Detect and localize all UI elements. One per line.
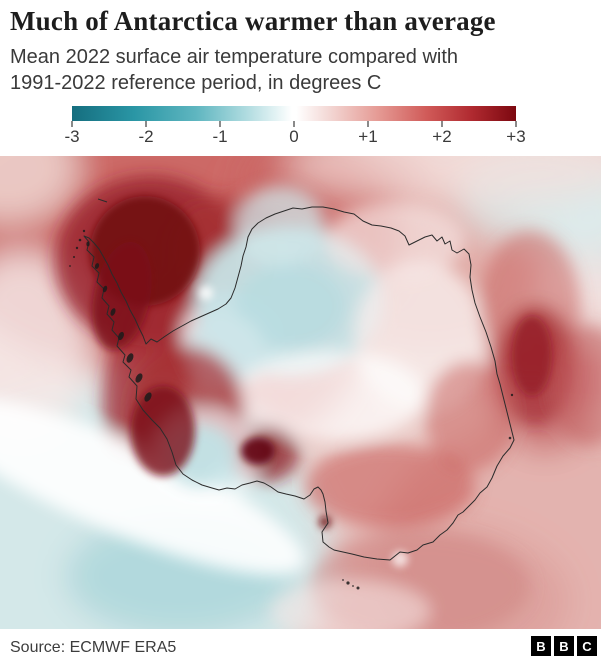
page-title: Much of Antarctica warmer than average (10, 6, 496, 36)
continent-outline (83, 206, 515, 561)
colorbar-legend: -3 -2 -1 0 +1 +2 +3 (64, 106, 526, 156)
bbc-logo-block-b2: B (554, 636, 574, 656)
bbc-logo-block-c: C (577, 636, 597, 656)
colorbar-tick (71, 121, 73, 127)
colorbar-tick (515, 121, 517, 127)
colorbar-tick (145, 121, 147, 127)
colorbar-tick-label: +1 (358, 127, 378, 146)
colorbar-tick-label: -1 (212, 127, 228, 146)
subtitle-line-2: 1991-2022 reference period, in degrees C (10, 72, 382, 94)
colorbar-tick (441, 121, 443, 127)
bbc-logo: B B C (531, 636, 597, 656)
bbc-logo-block-b1: B (531, 636, 551, 656)
antarctica-coastline (83, 198, 515, 561)
islands-and-mountains (69, 229, 514, 590)
colorbar-tick-label: +2 (432, 127, 452, 146)
colorbar-tick-label: +3 (506, 127, 526, 146)
anomaly-map (0, 156, 601, 629)
subtitle-line-1: Mean 2022 surface air temperature compar… (10, 46, 459, 68)
island-dash (97, 198, 108, 203)
colorbar-tick (293, 121, 295, 127)
subtitle: Mean 2022 surface air temperature compar… (10, 44, 595, 96)
colorbar-tick (219, 121, 221, 127)
footer: Source: ECMWF ERA5 B B C (0, 632, 601, 666)
colorbar-tick-label: 0 (289, 127, 299, 146)
anomaly-map-svg (0, 156, 601, 629)
colorbar-tick-label: -2 (138, 127, 154, 146)
source-label: Source: ECMWF ERA5 (10, 639, 177, 656)
colorbar-gradient (72, 106, 516, 121)
colorbar-tick-label: -3 (64, 127, 80, 146)
colorbar-tick (367, 121, 369, 127)
